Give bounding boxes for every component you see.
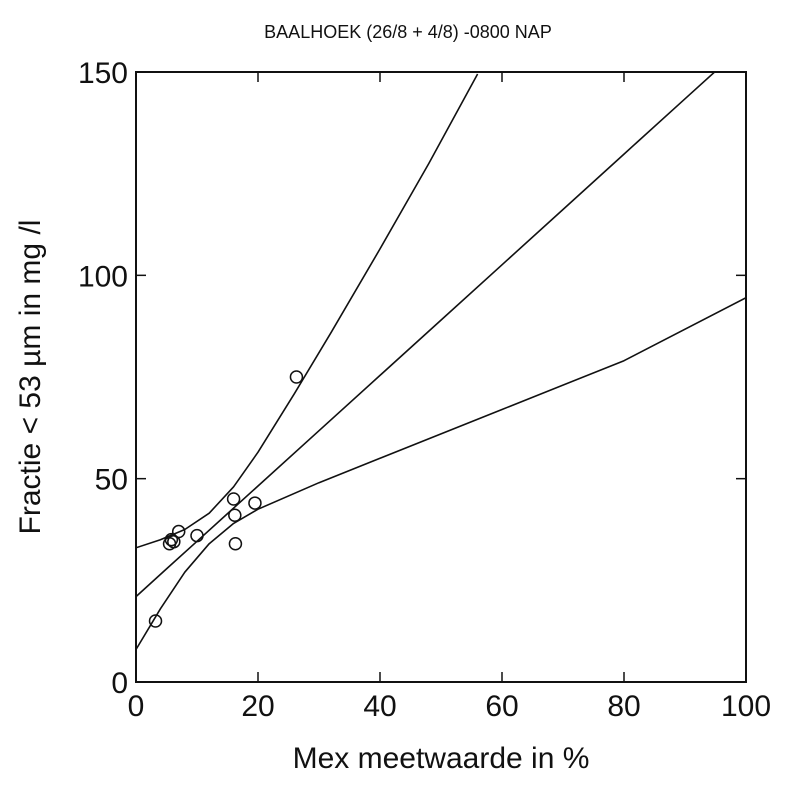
x-tick-label: 20 (241, 690, 274, 723)
x-tick-label: 60 (485, 690, 518, 723)
data-point (226, 492, 241, 506)
fit-lines (136, 72, 746, 650)
x-tick-label: 80 (607, 690, 640, 723)
y-tick-label: 0 (111, 667, 128, 700)
fit-line-3 (136, 296, 746, 650)
y-tick-label: 100 (78, 260, 128, 293)
x-tick-label: 0 (128, 690, 145, 723)
data-points (148, 370, 304, 628)
x-tick-label: 40 (363, 690, 396, 723)
data-point (190, 528, 204, 543)
fit-line-2 (136, 73, 479, 549)
y-tick-label: 150 (78, 57, 128, 90)
y-ticks: 0 50 100 150 (78, 57, 746, 700)
plot-frame (135, 71, 747, 683)
x-tick-label: 100 (721, 690, 771, 723)
data-point (148, 614, 163, 628)
data-point (171, 524, 186, 539)
data-point (289, 370, 304, 384)
x-axis-title: Mex meetwaarde in % (293, 742, 590, 775)
fit-line-1 (136, 72, 716, 598)
chart-title: BAALHOEK (26/8 + 4/8) -0800 NAP (264, 22, 552, 42)
y-axis-title: Fractie < 53 µm in mg /l (14, 220, 47, 535)
x-ticks: 0 20 40 60 80 100 (128, 72, 771, 723)
data-point (164, 532, 179, 547)
y-tick-label: 50 (95, 464, 128, 497)
data-point (248, 496, 262, 510)
data-point (228, 508, 242, 523)
data-point (228, 536, 243, 551)
